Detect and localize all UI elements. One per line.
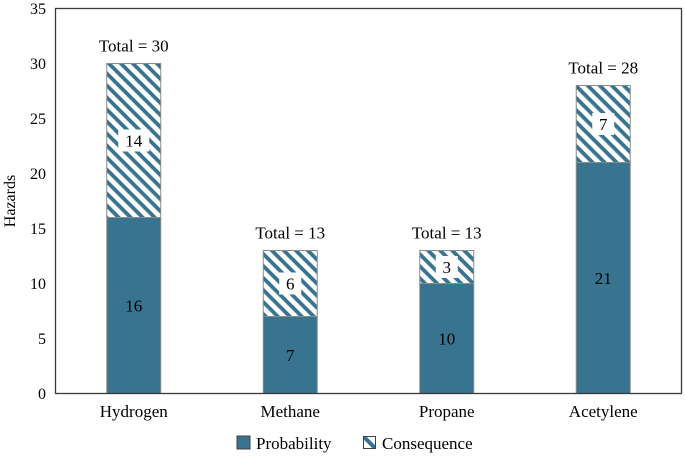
y-axis-title: Hazards [2,175,19,227]
segment-label-background [435,256,458,278]
total-label-methane: Total = 13 [255,224,325,243]
segment-value-probability-hydrogen: 16 [125,297,142,316]
x-tick-label-propane: Propane [419,402,475,421]
x-tick-label-hydrogen: Hydrogen [100,402,168,421]
legend-marker-consequence [363,436,376,449]
segment-value-consequence-acetylene: 7 [599,115,608,134]
y-tick-label-0: 0 [38,386,46,403]
total-label-acetylene: Total = 28 [568,59,638,78]
plot-border [54,7,683,395]
bar-probability-methane [262,316,318,394]
total-label-hydrogen: Total = 30 [99,37,169,56]
segment-label-background [118,129,150,152]
bar-probability-acetylene [575,162,631,394]
legend-marker-probability [236,435,251,450]
legend-label-probability: Probability [256,434,332,453]
y-tick-label-5: 5 [38,331,46,348]
segment-label-background [592,113,615,135]
y-tick-label-30: 30 [30,56,46,73]
x-tick-label-acetylene: Acetylene [569,402,638,421]
segment-value-consequence-propane: 3 [443,258,452,277]
y-tick-label-20: 20 [30,166,46,183]
y-tick-label-15: 15 [30,221,46,238]
segment-value-probability-acetylene: 21 [595,269,612,288]
x-tick-label-methane: Methane [261,402,320,421]
total-label-propane: Total = 13 [412,224,482,243]
segment-value-probability-propane: 10 [438,330,455,349]
y-tick-label-25: 25 [30,111,46,128]
segment-value-consequence-methane: 6 [286,275,295,294]
legend-label-consequence: Consequence [382,434,473,453]
y-tick-label-35: 35 [30,1,46,18]
bar-probability-hydrogen [106,217,162,394]
y-tick-label-10: 10 [30,276,46,293]
segment-label-background [279,272,302,295]
segment-value-probability-methane: 7 [286,346,295,365]
segment-value-consequence-hydrogen: 14 [125,132,143,151]
